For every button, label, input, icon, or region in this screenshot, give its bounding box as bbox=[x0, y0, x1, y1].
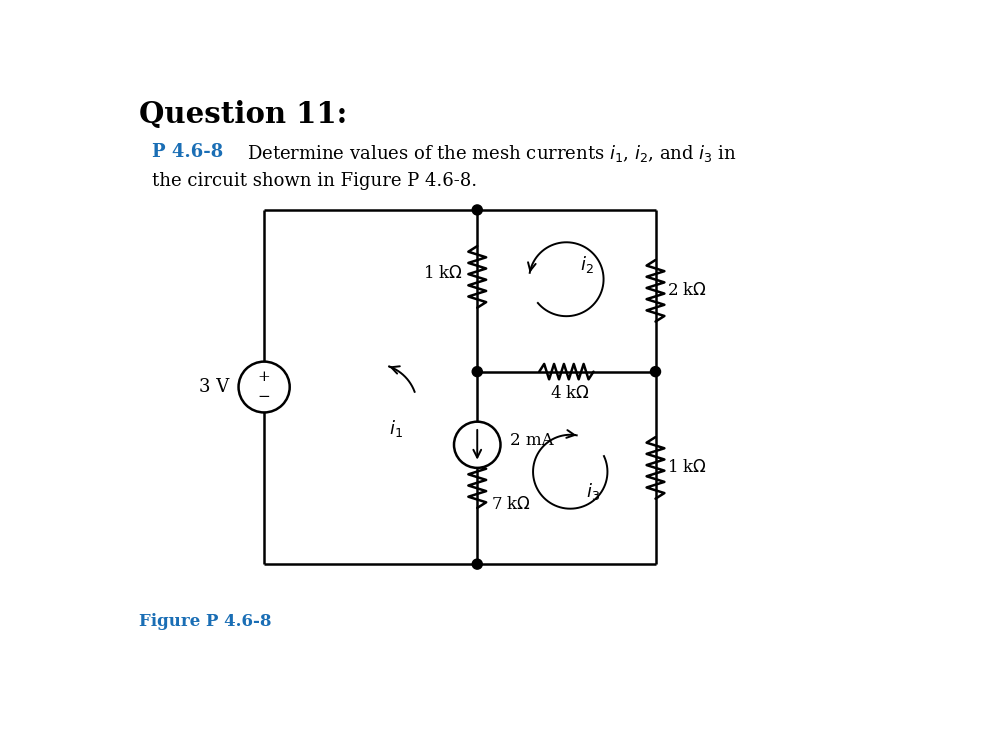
Text: −: − bbox=[258, 390, 270, 404]
Circle shape bbox=[238, 361, 290, 413]
Text: P 4.6-8: P 4.6-8 bbox=[152, 143, 223, 161]
Text: 7 k$\Omega$: 7 k$\Omega$ bbox=[492, 496, 531, 513]
Text: 3 V: 3 V bbox=[199, 378, 229, 396]
Text: Question 11:: Question 11: bbox=[139, 100, 347, 129]
Text: $i_3$: $i_3$ bbox=[586, 481, 600, 502]
Text: $i_1$: $i_1$ bbox=[389, 418, 403, 439]
Text: the circuit shown in Figure P 4.6-8.: the circuit shown in Figure P 4.6-8. bbox=[152, 172, 477, 190]
Text: Figure P 4.6-8: Figure P 4.6-8 bbox=[139, 613, 271, 630]
Text: 1 k$\Omega$: 1 k$\Omega$ bbox=[667, 459, 707, 476]
Circle shape bbox=[473, 559, 483, 569]
Circle shape bbox=[454, 421, 500, 468]
Text: 1 k$\Omega$: 1 k$\Omega$ bbox=[424, 265, 464, 281]
Text: 4 k$\Omega$: 4 k$\Omega$ bbox=[550, 386, 590, 402]
Text: $i_2$: $i_2$ bbox=[580, 255, 594, 275]
Text: +: + bbox=[258, 370, 270, 384]
Circle shape bbox=[473, 367, 483, 377]
Text: 2 k$\Omega$: 2 k$\Omega$ bbox=[667, 282, 707, 299]
Text: Determine values of the mesh currents $i_1$, $i_2$, and $i_3$ in: Determine values of the mesh currents $i… bbox=[247, 143, 737, 164]
Text: 2 mA: 2 mA bbox=[509, 433, 553, 450]
Circle shape bbox=[473, 205, 483, 215]
Circle shape bbox=[650, 367, 661, 377]
